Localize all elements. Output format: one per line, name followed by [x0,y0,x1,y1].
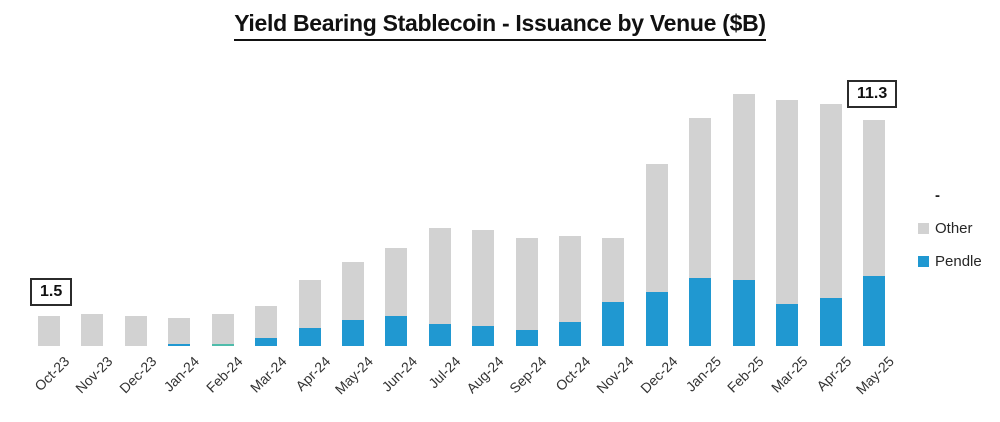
bar-segment-other-oct-23 [38,316,60,346]
bar-segment-other-nov-24 [602,238,625,302]
x-axis-label-nov-23: Nov-23 [72,353,116,397]
bar-segment-pendle-jan-24 [168,344,191,346]
bar-segment-other-dec-23 [124,316,147,346]
legend-label-dash: - [935,187,940,204]
bar-segment-other-apr-24 [298,280,321,328]
bar-segment-other-jan-24 [168,318,191,344]
bar-segment-pendle-sep-24 [515,330,538,346]
bar-segment-other-jul-24 [428,228,451,324]
bar-segment-pendle-nov-24 [602,302,625,346]
bar-segment-pendle-apr-25 [819,298,842,346]
x-axis-label-jul-24: Jul-24 [424,353,464,392]
x-axis-label-mar-24: Mar-24 [246,353,290,396]
bar-segment-other-apr-25 [819,104,842,298]
bar-segment-other-nov-23 [81,314,104,346]
legend-item-pendle: Pendle [918,253,982,270]
bar-segment-pendle-mar-24 [255,338,278,346]
x-axis-label-apr-25: Apr-25 [812,353,854,395]
bar-segment-other-jun-24 [385,248,408,316]
bar-segment-pendle-may-24 [341,320,364,346]
x-axis-label-may-24: May-24 [331,353,377,398]
bar-segment-other-jan-25 [689,118,712,278]
bar-segment-other-feb-25 [732,94,755,280]
x-axis-label-mar-25: Mar-25 [767,353,811,396]
bar-segment-other-dec-24 [645,164,668,292]
legend-label-pendle: Pendle [935,253,982,270]
bar-segment-pendle-may-25 [862,276,885,346]
title-wrap: Yield Bearing Stablecoin - Issuance by V… [0,10,1000,41]
x-axis-label-feb-24: Feb-24 [203,353,247,396]
x-axis-label-jan-25: Jan-25 [682,353,724,395]
legend-swatch-other [918,223,929,234]
bar-segment-pendle-dec-24 [645,292,668,346]
x-axis-label-feb-25: Feb-25 [724,353,768,396]
first-bar-value-callout: 1.5 [30,278,73,306]
legend-label-other: Other [935,220,973,237]
bar-segment-pendle-aug-24 [472,326,495,346]
x-axis-label-aug-24: Aug-24 [463,353,507,397]
bar-segment-pendle-jul-24 [428,324,451,346]
bar-segment-pendle-apr-24 [298,328,321,346]
bar-segment-pendle-oct-24 [559,322,582,346]
bar-segment-unnamed-feb-24 [211,344,234,346]
x-axis-label-dec-23: Dec-23 [115,353,160,397]
x-axis-label-jun-24: Jun-24 [378,353,420,395]
bar-segment-other-mar-25 [776,100,799,304]
x-axis-label-sep-24: Sep-24 [506,353,550,397]
bar-segment-other-aug-24 [472,230,495,326]
legend-item-dash: - [918,187,982,204]
x-axis-label-nov-24: Nov-24 [593,353,637,397]
bar-segment-pendle-jun-24 [385,316,408,346]
bar-segment-other-sep-24 [515,238,538,330]
bar-segment-other-oct-24 [559,236,582,322]
x-axis-label-apr-24: Apr-24 [291,353,333,395]
bar-segment-other-may-25 [862,120,885,276]
bar-segment-other-may-24 [341,262,364,320]
legend: - Other Pendle [918,187,982,287]
bar-segment-other-mar-24 [255,306,278,338]
x-axis-label-oct-23: Oct-23 [31,353,73,395]
chart-title: Yield Bearing Stablecoin - Issuance by V… [234,10,766,41]
bar-segment-pendle-jan-25 [689,278,712,346]
x-axis-label-jan-24: Jan-24 [160,353,203,395]
bar-segment-pendle-feb-25 [732,280,755,346]
bar-segment-other-feb-24 [211,314,234,344]
x-axis-label-may-25: May-25 [852,353,898,398]
legend-item-other: Other [918,220,982,237]
legend-swatch-pendle [918,256,929,267]
x-axis-label-dec-24: Dec-24 [636,353,681,397]
last-bar-value-callout: 11.3 [847,80,898,108]
x-axis-label-oct-24: Oct-24 [552,353,594,395]
bar-segment-pendle-mar-25 [776,304,799,346]
